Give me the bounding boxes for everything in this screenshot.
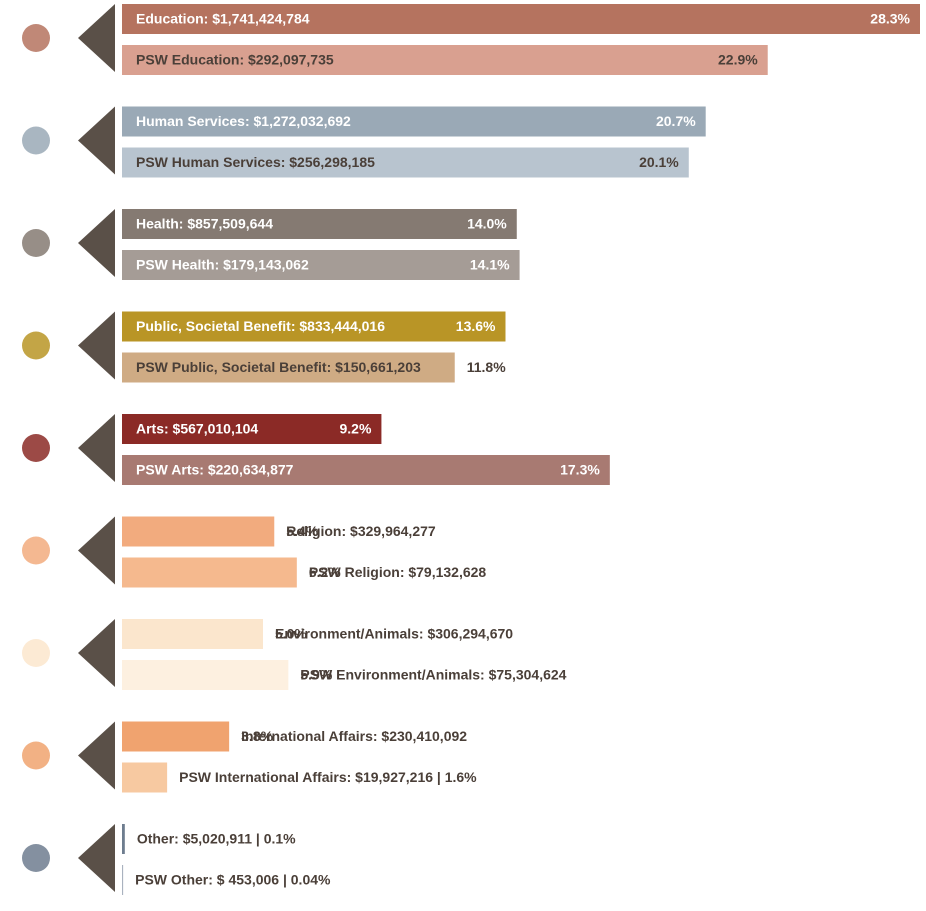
- pointer-arrow: [78, 414, 115, 482]
- percent-label: 5.9%: [300, 667, 332, 683]
- bar-label: PSW Environment/Animals: $75,304,624: [300, 667, 566, 683]
- bar: [122, 721, 230, 752]
- bar: [122, 865, 124, 895]
- bar-label: Other: $5,020,911 | 0.1%: [137, 831, 296, 847]
- category-icon: [22, 229, 50, 257]
- pointer-arrow: [78, 619, 115, 687]
- bar: [122, 147, 689, 178]
- category-icon: [22, 434, 50, 462]
- pointer-arrow: [78, 721, 115, 790]
- percent-label: 14.0%: [467, 216, 507, 232]
- bar: [122, 311, 506, 342]
- pointer-arrow: [78, 311, 115, 380]
- bar: [122, 516, 275, 547]
- percent-label: 14.1%: [470, 257, 510, 273]
- bar-label: PSW Education: $292,097,735: [136, 52, 334, 68]
- bar-label: Public, Societal Benefit: $833,444,016: [136, 318, 385, 334]
- bar: [122, 557, 297, 588]
- percent-label: 9.2%: [339, 421, 371, 437]
- category-icon: [22, 844, 50, 872]
- pointer-arrow: [78, 516, 115, 585]
- category-icon: [22, 639, 50, 667]
- percent-label: 5.0%: [275, 626, 307, 642]
- bar: [122, 352, 455, 383]
- bar: [122, 824, 125, 854]
- bar-label: Arts: $567,010,104: [136, 421, 258, 437]
- bar: [122, 455, 610, 485]
- pointer-arrow: [78, 824, 115, 892]
- category-icon: [22, 741, 50, 770]
- bar-label: Religion: $329,964,277: [286, 523, 436, 539]
- bar-label: PSW Other: $ 453,006 | 0.04%: [135, 872, 331, 888]
- percent-label: 20.7%: [656, 113, 696, 129]
- bar: [122, 414, 382, 444]
- bar: [122, 762, 168, 793]
- bar-label: Health: $857,509,644: [136, 216, 273, 232]
- bar: [122, 619, 263, 649]
- bar-label: International Affairs: $230,410,092: [241, 728, 467, 744]
- pointer-arrow: [78, 106, 115, 175]
- percent-label: 13.6%: [456, 318, 496, 334]
- bar-label: Human Services: $1,272,032,692: [136, 113, 351, 129]
- percent-label: 11.8%: [467, 359, 506, 375]
- bar-label: PSW Arts: $220,634,877: [136, 462, 294, 478]
- percent-label: 6.2%: [309, 564, 341, 580]
- bar: [122, 4, 920, 34]
- bar: [122, 209, 517, 239]
- bar: [122, 45, 768, 75]
- bar-label: Education: $1,741,424,784: [136, 11, 310, 27]
- percent-label: 28.3%: [870, 11, 910, 27]
- category-icon: [22, 536, 50, 565]
- bar-label: PSW Public, Societal Benefit: $150,661,2…: [136, 359, 421, 375]
- bar-label: PSW Health: $179,143,062: [136, 257, 309, 273]
- bar-label: PSW International Affairs: $19,927,216 |…: [179, 769, 477, 785]
- bar-label: PSW Religion: $79,132,628: [309, 564, 487, 580]
- category-icon: [22, 24, 50, 52]
- category-icon: [22, 126, 50, 155]
- percent-label: 22.9%: [718, 52, 758, 68]
- bar: [122, 106, 706, 137]
- pointer-arrow: [78, 209, 115, 277]
- percent-label: 20.1%: [639, 154, 679, 170]
- percent-label: 17.3%: [560, 462, 600, 478]
- bar: [122, 250, 520, 280]
- percent-label: 5.4%: [286, 523, 318, 539]
- pointer-arrow: [78, 4, 115, 72]
- bar: [122, 660, 289, 690]
- percent-label: 3.8%: [241, 728, 273, 744]
- bar-label: Environment/Animals: $306,294,670: [275, 626, 513, 642]
- category-icon: [22, 331, 50, 360]
- bar-label: PSW Human Services: $256,298,185: [136, 154, 375, 170]
